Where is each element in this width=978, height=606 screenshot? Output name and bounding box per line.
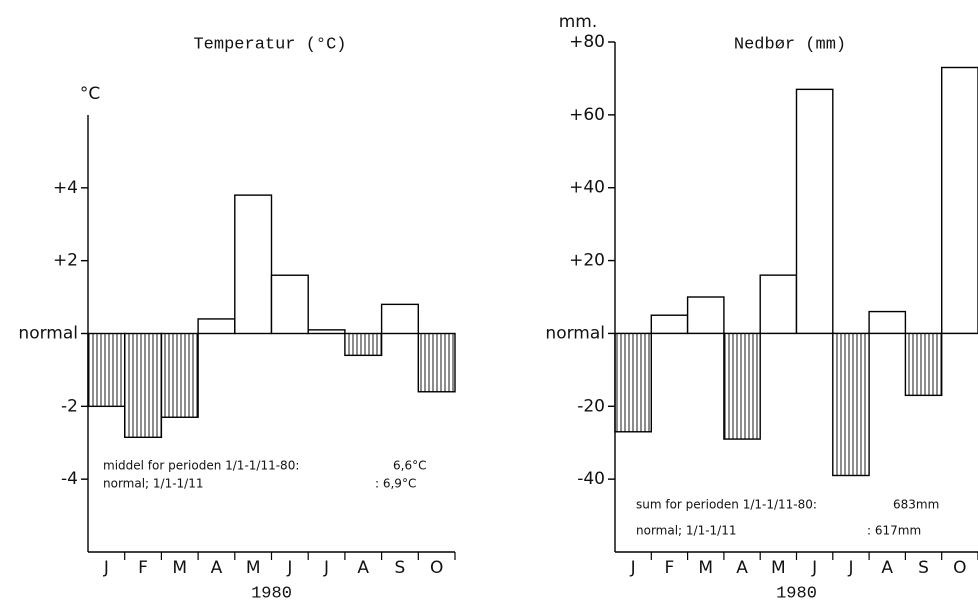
chart-title: Temperatur (°C) [193, 35, 346, 54]
bar [417, 332, 456, 393]
annotation-value: : 617mm [867, 524, 921, 538]
x-tick-label: F [138, 558, 148, 578]
x-tick-label: F [665, 558, 675, 578]
x-tick-label: O [430, 558, 443, 578]
x-tick-label: J [286, 558, 292, 578]
y-tick-label: +80 [569, 32, 605, 52]
annotation-text: normal; 1/1-1/11 [636, 524, 737, 538]
x-tick-label: A [881, 558, 893, 578]
bar [614, 332, 652, 433]
y-tick-label: -4 [61, 469, 78, 489]
x-tick-label: J [630, 558, 636, 578]
x-tick-label: J [323, 558, 329, 578]
bar [380, 303, 420, 335]
y-tick-label: -2 [61, 396, 78, 416]
y-tick-label: normal [18, 324, 78, 344]
bar [160, 332, 199, 418]
x-tick-label: S [395, 558, 406, 578]
y-tick-label: +4 [53, 178, 78, 198]
bar [234, 194, 273, 335]
annotation-text: normal; 1/1-1/11 [103, 477, 204, 491]
x-tick-label: J [811, 558, 817, 578]
bar [87, 332, 126, 408]
bar [686, 296, 725, 335]
x-tick-label: M [172, 558, 187, 578]
annotation-value: : 6,9°C [375, 477, 416, 491]
x-tick-label: M [246, 558, 261, 578]
bar [832, 332, 870, 477]
y-tick-label: +60 [569, 105, 605, 125]
bar [941, 66, 978, 335]
bar [650, 314, 689, 335]
chart-title: Nedbør (mm) [734, 35, 846, 54]
bar [904, 332, 943, 397]
y-tick-label: +20 [569, 251, 605, 271]
x-tick-label: A [736, 558, 748, 578]
x-tick-label: M [771, 558, 786, 578]
y-tick-label: -40 [577, 469, 605, 489]
x-tick-label: O [953, 558, 966, 578]
y-tick-label: +2 [53, 251, 78, 271]
x-tick-label: J [103, 558, 109, 578]
annotation-value: 683mm [893, 498, 939, 512]
bar [759, 274, 798, 335]
x-tick-label: M [698, 558, 713, 578]
annotation-text: sum for perioden 1/1-1/11-80: [636, 498, 817, 512]
y-axis-label: °C [80, 84, 100, 104]
bar [795, 88, 834, 335]
bar [723, 332, 761, 440]
annotation-value: 6,6°C [393, 459, 426, 473]
y-tick-label: normal [545, 323, 605, 343]
bar [197, 318, 236, 335]
y-tick-label: +40 [569, 178, 605, 198]
x-axis-label: 1980 [776, 584, 817, 603]
y-tick-label: -20 [577, 396, 605, 416]
x-tick-label: J [847, 558, 853, 578]
bar [270, 274, 309, 335]
bar [307, 329, 346, 335]
x-tick-label: A [211, 558, 223, 578]
annotation-text: middel for perioden 1/1-1/11-80: [103, 459, 299, 473]
bar [344, 332, 383, 357]
bar [868, 310, 907, 335]
x-tick-label: S [918, 558, 929, 578]
bar [123, 332, 163, 438]
x-tick-label: A [357, 558, 369, 578]
x-axis-label: 1980 [251, 584, 292, 603]
y-axis-label: mm. [559, 12, 598, 32]
